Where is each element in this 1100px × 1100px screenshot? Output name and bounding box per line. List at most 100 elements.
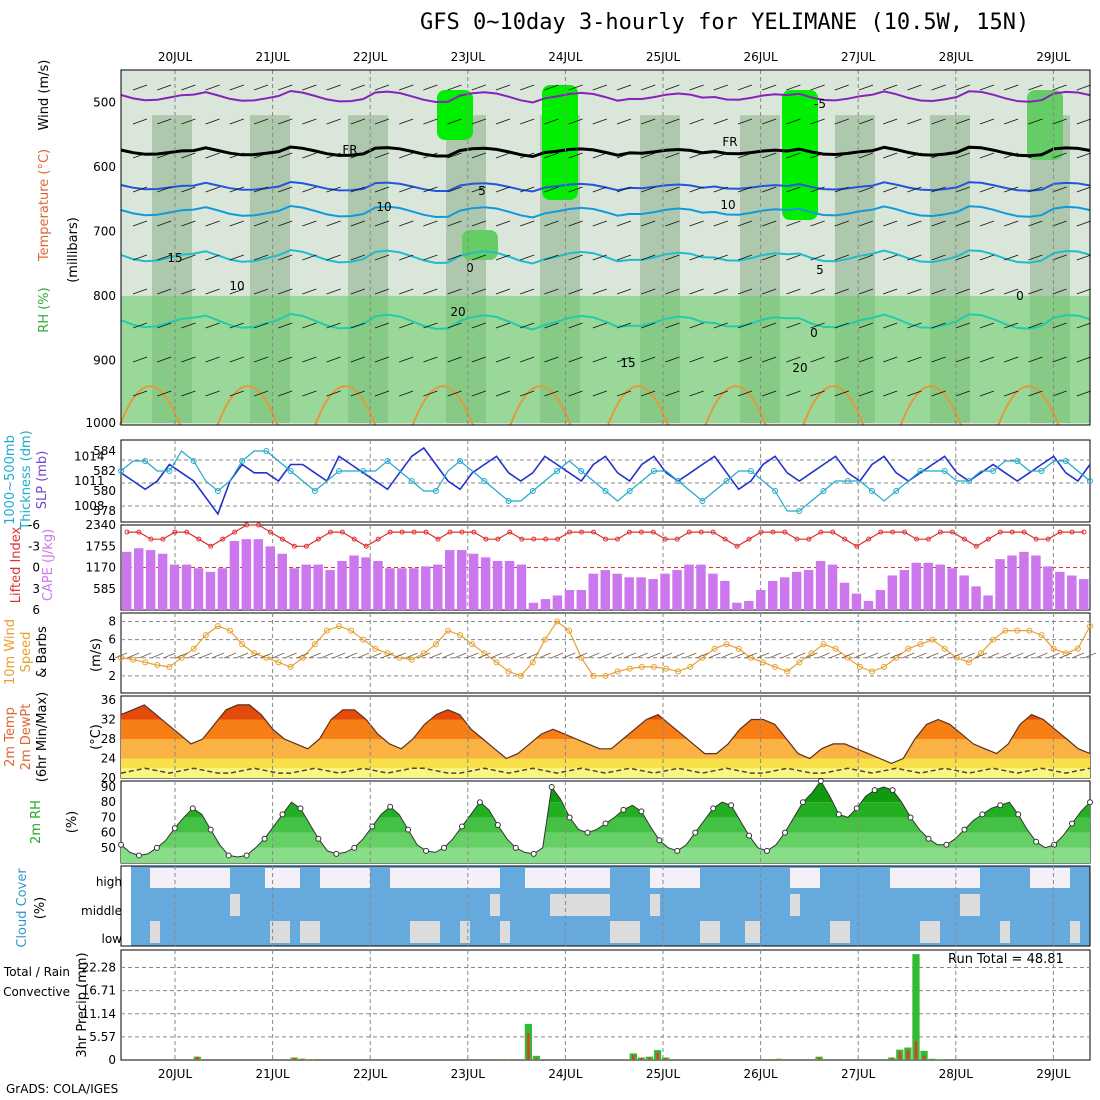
wind-label-2: Speed (19, 632, 34, 673)
upper-wind-barb (399, 254, 414, 261)
wind-barb (466, 652, 479, 659)
wind-speed-point (614, 668, 621, 675)
upper-wind-barb (786, 186, 801, 193)
wind-barb (611, 652, 624, 659)
wind-barb (490, 652, 503, 659)
upper-wind-barb (495, 84, 511, 91)
upper-wind-barb (737, 356, 753, 363)
rh-point (243, 852, 250, 859)
wind-ytick-2: 2 (108, 669, 116, 683)
li-point (614, 536, 620, 542)
upper-wind-barb (229, 84, 244, 91)
wind-speed-point (675, 668, 682, 675)
rh-point (674, 847, 681, 854)
contour-label-7: 0 (466, 261, 474, 275)
upper-wind-barb (907, 220, 922, 227)
wind-speed-point (517, 672, 524, 679)
upper-wind-barb (713, 254, 728, 261)
rh-core-4 (1027, 90, 1063, 160)
wind-barb (332, 652, 346, 659)
contour-label-4: 10 (376, 200, 391, 214)
upper-wind-barb (1052, 220, 1067, 227)
upper-wind-barb (689, 254, 704, 261)
upper-wind-barb (278, 84, 293, 91)
upper-wind-barb (229, 322, 244, 329)
wind-barb (163, 652, 176, 659)
wind-speed-point (214, 623, 221, 630)
upper-wind-barb (181, 390, 196, 397)
upper-wind-barb (979, 288, 995, 295)
wind-speed-point (905, 645, 912, 652)
wind-speed-point (590, 672, 597, 679)
upper-wind-barb (1028, 220, 1043, 227)
precip-conv-bar (777, 1059, 780, 1060)
upper-wind-barb (423, 84, 438, 91)
upper-wind-barb (616, 220, 632, 227)
upper-wind-barb (495, 288, 511, 295)
upper-wind-barb (641, 220, 656, 227)
upper-wind-barb (350, 356, 365, 363)
upper-wind-barb (931, 322, 946, 329)
upper-wind-barb (278, 356, 293, 363)
upper-wind-barb (931, 254, 946, 261)
wind-speed-point (1038, 632, 1045, 639)
cape-bar (887, 575, 898, 610)
upper-wind-barb (520, 84, 535, 91)
upper-wind-barb (568, 220, 583, 227)
upper-wind-barb (302, 220, 317, 227)
upper-wind-barb (1028, 288, 1043, 295)
upper-wind-barb (278, 254, 293, 261)
upper-wind-barb (616, 356, 632, 363)
cape-bar (145, 550, 156, 610)
upper-wind-barb (762, 322, 777, 329)
upper-wind-barb (1004, 186, 1019, 193)
upper-wind-barb (665, 118, 680, 125)
upper-wind-barb (471, 322, 486, 329)
upper-wind-barb (616, 118, 632, 125)
wind-ytick-6: 6 (108, 633, 116, 647)
upper-wind-barb (665, 390, 680, 397)
cloud-mid-clear-4 (790, 894, 800, 916)
upper-wind-barb (592, 254, 607, 261)
wind-speed-point (1014, 627, 1021, 634)
upper-wind-barb (858, 152, 874, 159)
cape-bar (660, 573, 670, 610)
upper-wind-barb (326, 254, 341, 261)
li-point (770, 529, 776, 535)
wind-barb (563, 652, 576, 659)
wind-barb (1083, 652, 1097, 659)
date-top-label-3: 23JUL (451, 50, 486, 64)
upper-wind-barb (737, 390, 753, 397)
li-line (127, 524, 1084, 547)
contour-label-8: 5 (816, 263, 824, 277)
li-point (507, 529, 513, 535)
precip-conv-bar (890, 1057, 893, 1060)
upper-wind-barb (520, 118, 535, 125)
upper-wind-barb (1052, 186, 1067, 193)
contour-label-11: 20 (450, 305, 465, 319)
upper-wind-barb (689, 322, 704, 329)
cape-bar (744, 600, 754, 610)
temp-label-1: 2m Temp (3, 707, 18, 767)
upper-wind-barb (1004, 254, 1019, 261)
contour-label-0: -5 (814, 97, 826, 111)
upper-wind-barb (447, 186, 462, 193)
thk-ytick-578: 578 (93, 504, 116, 518)
date-top-label-7: 27JUL (841, 50, 876, 64)
rh-point (943, 841, 950, 848)
cloud-high-clear-2 (320, 868, 370, 888)
wind-speed-point (638, 663, 645, 670)
upper-wind-barb (132, 322, 148, 329)
upper-wind-barb (907, 322, 922, 329)
cloud-mid-clear-5 (960, 894, 980, 916)
date-bottom-label-6: 26JUL (743, 1067, 778, 1081)
rh-point (225, 852, 232, 859)
wind-speed-point (432, 641, 439, 648)
temp-contour-freezing (120, 145, 1091, 159)
cape-bar (911, 562, 922, 610)
wind-speed-point (650, 663, 657, 670)
wind-speed-point (372, 645, 379, 652)
wind-barb (720, 652, 733, 659)
upper-wind-barb (713, 118, 728, 125)
